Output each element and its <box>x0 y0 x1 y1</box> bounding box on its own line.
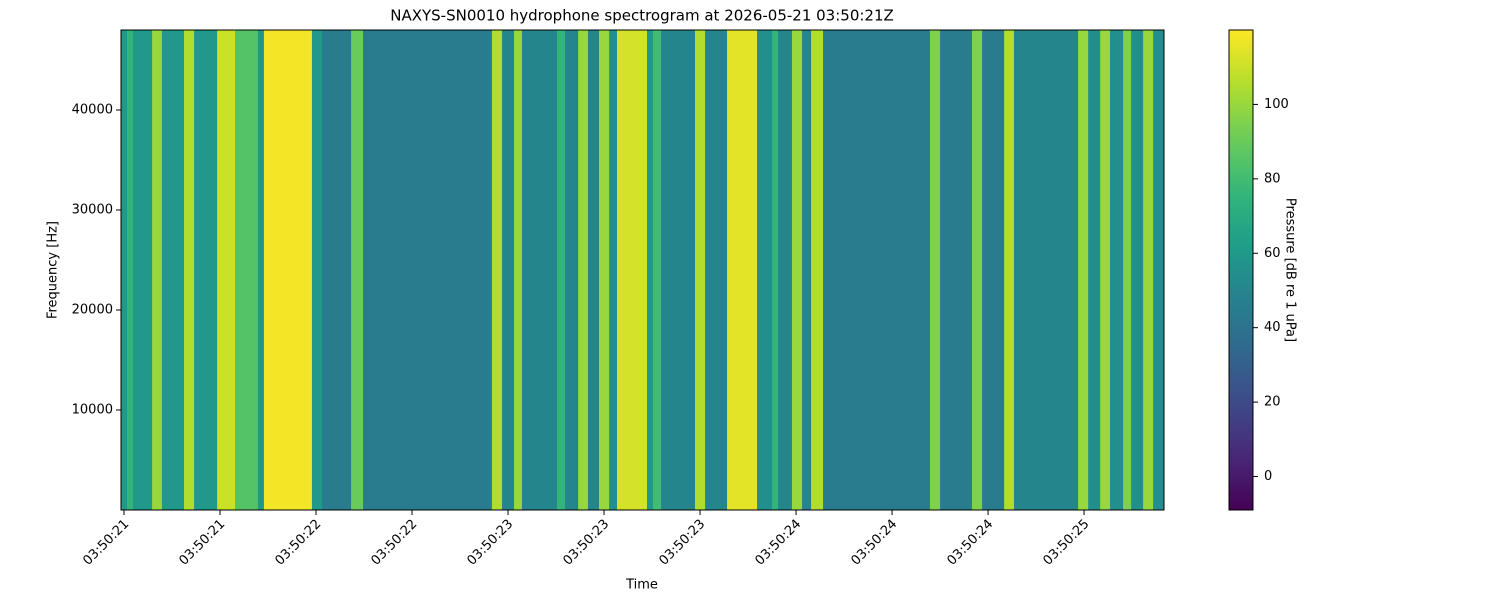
spectrogram-cell <box>1088 30 1101 510</box>
spectrogram-cell <box>133 30 153 510</box>
spectrogram-cell <box>491 30 503 510</box>
spectrogram-cell <box>217 30 236 510</box>
spectrogram-cell <box>1131 30 1144 510</box>
spectrogram-cell <box>791 30 803 510</box>
colorbar-tick-label: 60 <box>1264 246 1281 261</box>
spectrogram-cell <box>705 30 728 510</box>
spectrogram-cell <box>778 30 793 510</box>
spectrogram-cell <box>235 30 259 510</box>
spectrogram-cell <box>982 30 1005 510</box>
y-axis-label: Frequency [Hz] <box>46 221 61 319</box>
x-tick-label: 03:50:22 <box>368 517 420 569</box>
colorbar-tick-label: 20 <box>1264 395 1281 410</box>
spectrogram-cell <box>823 30 931 510</box>
spectrogram-cell <box>161 30 185 510</box>
spectrogram-cell <box>578 30 589 510</box>
spectrogram-cell <box>1109 30 1124 510</box>
x-tick-label: 03:50:21 <box>176 517 228 569</box>
spectrogram-cell <box>502 30 515 510</box>
spectrogram-cell <box>609 30 618 510</box>
spectrogram-cell <box>127 30 134 510</box>
spectrogram-cell <box>521 30 558 510</box>
spectrogram-cell <box>257 30 265 510</box>
spectrogram-cell <box>263 30 313 510</box>
y-tick-label: 40000 <box>72 103 113 118</box>
spectrogram-cell <box>1100 30 1111 510</box>
spectrogram-cell <box>351 30 364 510</box>
spectrogram-cell <box>363 30 493 510</box>
spectrogram-cell <box>653 30 662 510</box>
spectrogram-cell <box>184 30 195 510</box>
spectrogram-cell <box>1004 30 1015 510</box>
spectrogram-cell <box>1078 30 1089 510</box>
spectrogram-cell <box>194 30 218 510</box>
colorbar-label: Pressure [dB re 1 uPa] <box>1283 198 1298 342</box>
spectrogram-cell <box>1013 30 1079 510</box>
x-tick-label: 03:50:24 <box>752 517 804 569</box>
x-tick-label: 03:50:23 <box>656 517 708 569</box>
colorbar-tick-label: 0 <box>1264 469 1272 484</box>
chart-title: NAXYS-SN0010 hydrophone spectrogram at 2… <box>390 7 894 25</box>
spectrogram-cell <box>121 30 128 510</box>
spectrogram-cell <box>1143 30 1154 510</box>
x-axis-label: Time <box>625 578 658 593</box>
plot-frame <box>120 29 1165 511</box>
colorbar-tick-label: 100 <box>1264 97 1289 112</box>
spectrogram-cell <box>929 30 941 510</box>
x-tick-label: 03:50:22 <box>272 517 324 569</box>
x-tick-label: 03:50:23 <box>560 517 612 569</box>
spectrogram-cell <box>971 30 983 510</box>
y-tick-label: 10000 <box>72 403 113 418</box>
spectrogram-cell <box>1153 30 1165 510</box>
spectrogram-cell <box>661 30 696 510</box>
spectrogram-cell <box>616 30 648 510</box>
colorbar-tick-label: 40 <box>1264 320 1281 335</box>
spectrogram-cell <box>565 30 579 510</box>
y-tick-label: 30000 <box>72 203 113 218</box>
spectrogram-cell <box>514 30 523 510</box>
colorbar <box>1228 29 1254 511</box>
spectrogram-cell <box>757 30 773 510</box>
x-tick-label: 03:50:21 <box>80 517 132 569</box>
spectrogram-cell <box>152 30 163 510</box>
spectrogram-cell <box>556 30 566 510</box>
spectrogram-cell <box>1123 30 1132 510</box>
spectrogram-cell <box>802 30 812 510</box>
spectrogram-cell <box>772 30 779 510</box>
x-tick-label: 03:50:23 <box>464 517 516 569</box>
spectrogram-cell <box>647 30 654 510</box>
spectrogram-cell <box>587 30 600 510</box>
x-tick-label: 03:50:25 <box>1040 517 1092 569</box>
colorbar-tick-label: 80 <box>1264 171 1281 186</box>
x-tick-label: 03:50:24 <box>848 517 900 569</box>
spectrogram-cell <box>695 30 706 510</box>
spectrogram-cell <box>727 30 758 510</box>
x-tick-label: 03:50:24 <box>944 517 996 569</box>
spectrogram-cell <box>811 30 824 510</box>
spectrogram-cell <box>598 30 610 510</box>
y-tick-label: 20000 <box>72 303 113 318</box>
spectrogram-cell <box>311 30 323 510</box>
spectrogram-cell <box>940 30 973 510</box>
spectrogram-cell <box>322 30 352 510</box>
